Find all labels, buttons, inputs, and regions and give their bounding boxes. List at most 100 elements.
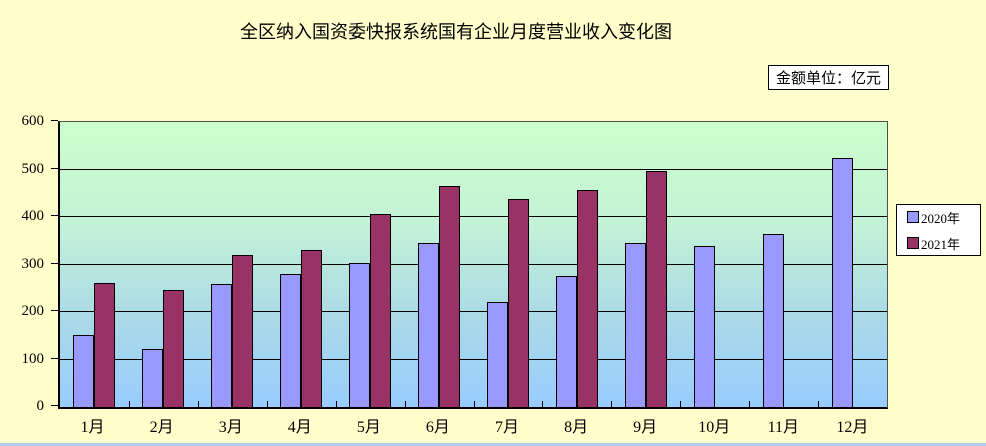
category-group-8月 bbox=[542, 122, 611, 407]
bar-2020年-9月 bbox=[624, 242, 646, 407]
y-tick-label-400: 400 bbox=[21, 208, 45, 225]
bar-pair-2月 bbox=[142, 122, 185, 407]
bar-pair-10月 bbox=[693, 122, 736, 407]
plot-area bbox=[58, 121, 888, 409]
x-axis-label-1月: 1月 bbox=[80, 419, 105, 436]
bar-2020年-10月 bbox=[693, 246, 715, 407]
y-tick-label-600: 600 bbox=[21, 113, 45, 129]
y-tick-label-200: 200 bbox=[21, 303, 45, 320]
bar-pair-11月 bbox=[762, 122, 805, 407]
x-axis-label-3月: 3月 bbox=[218, 419, 243, 436]
bar-pair-4月 bbox=[280, 122, 323, 407]
x-axis-label-10月: 10月 bbox=[698, 419, 731, 436]
x-axis-label-9月: 9月 bbox=[633, 419, 658, 436]
x-tick-mark-9 bbox=[680, 401, 682, 407]
x-tick-mark-4 bbox=[335, 401, 337, 407]
bar-2020年-7月 bbox=[486, 301, 508, 407]
bar-2020年-2月 bbox=[142, 349, 164, 407]
category-group-2月 bbox=[129, 122, 198, 407]
y-tick-mark-300 bbox=[51, 262, 58, 264]
bar-pair-8月 bbox=[555, 122, 598, 407]
x-axis-label-2月: 2月 bbox=[149, 419, 174, 436]
bottom-strip bbox=[0, 443, 986, 446]
x-tick-mark-10 bbox=[749, 401, 751, 407]
x-tick-mark-3 bbox=[266, 401, 268, 407]
category-group-10月 bbox=[680, 122, 749, 407]
bar-2020年-8月 bbox=[555, 275, 577, 407]
bar-2021年-1月 bbox=[94, 282, 116, 407]
legend-label: 2021年 bbox=[921, 236, 961, 252]
bar-2021年-7月 bbox=[507, 199, 529, 407]
y-tick-label-0: 0 bbox=[36, 398, 45, 414]
bar-2021年-4月 bbox=[301, 250, 323, 407]
x-axis-labels: 1月 2月 3月 4月 5月 6月 7月 8月 9月 10月 11月 12月 bbox=[58, 413, 887, 437]
bar-2021年-5月 bbox=[370, 213, 392, 407]
bar-pair-9月 bbox=[624, 122, 667, 407]
x-axis-label-4月: 4月 bbox=[287, 419, 312, 436]
x-tick-mark-7 bbox=[542, 401, 544, 407]
unit-label: 金额单位：亿元 bbox=[776, 71, 882, 87]
x-tick-mark-5 bbox=[404, 401, 406, 407]
bar-pair-7月 bbox=[486, 122, 529, 407]
gridline-200 bbox=[60, 311, 887, 312]
y-tick-mark-600 bbox=[51, 120, 58, 121]
y-tick-mark-200 bbox=[51, 310, 58, 311]
bar-2021年-3月 bbox=[232, 255, 254, 407]
x-axis-label-5月: 5月 bbox=[356, 419, 381, 436]
bar-2020年-11月 bbox=[762, 234, 784, 407]
bar-2020年-4月 bbox=[280, 274, 302, 407]
x-tick-mark-1 bbox=[128, 401, 130, 407]
bar-groups bbox=[60, 122, 887, 407]
bar-2021年-6月 bbox=[439, 185, 461, 407]
x-tick-mark-8 bbox=[611, 401, 613, 407]
gridline-300 bbox=[60, 263, 887, 265]
y-axis-ticks bbox=[51, 120, 58, 406]
bar-2021年-8月 bbox=[576, 190, 598, 407]
x-tick-mark-2 bbox=[197, 401, 199, 407]
x-axis-label-12月: 12月 bbox=[836, 419, 869, 436]
category-group-6月 bbox=[405, 122, 474, 407]
y-tick-mark-500 bbox=[51, 167, 58, 169]
bar-pair-1月 bbox=[73, 122, 116, 407]
category-group-3月 bbox=[198, 122, 267, 407]
category-group-4月 bbox=[267, 122, 336, 407]
unit-label-box: 金额单位：亿元 bbox=[768, 65, 890, 90]
bar-2020年-12月 bbox=[831, 157, 853, 407]
bar-2020年-1月 bbox=[73, 334, 95, 407]
x-axis-label-8月: 8月 bbox=[564, 419, 589, 436]
category-group-7月 bbox=[474, 122, 543, 407]
bar-pair-3月 bbox=[211, 122, 254, 407]
x-axis-label-11月: 11月 bbox=[767, 419, 800, 436]
y-tick-label-300: 300 bbox=[21, 255, 45, 272]
x-axis-label-7月: 7月 bbox=[495, 419, 520, 436]
category-group-5月 bbox=[336, 122, 405, 407]
legend-item-2020年: 2020年 bbox=[907, 208, 980, 227]
bar-2020年-3月 bbox=[211, 283, 233, 407]
category-group-11月 bbox=[749, 122, 818, 407]
bar-pair-12月 bbox=[831, 122, 874, 407]
x-tick-mark-6 bbox=[473, 401, 475, 407]
bar-2020年-5月 bbox=[349, 262, 371, 407]
gridline-100 bbox=[60, 358, 887, 360]
y-tick-mark-100 bbox=[51, 357, 58, 359]
chart-title: 全区纳入国资委快报系统国有企业月度营业收入变化图 bbox=[240, 22, 672, 42]
bar-pair-5月 bbox=[349, 122, 392, 407]
x-axis-label-6月: 6月 bbox=[425, 419, 450, 436]
category-group-1月 bbox=[60, 122, 129, 407]
bar-2021年-9月 bbox=[645, 170, 667, 407]
gridline-500 bbox=[60, 168, 887, 170]
y-tick-mark-400 bbox=[51, 215, 58, 216]
category-group-9月 bbox=[611, 122, 680, 407]
y-tick-mark-0 bbox=[51, 405, 58, 406]
bar-2021年-2月 bbox=[163, 289, 185, 407]
legend: 2020年 2021年 bbox=[896, 204, 981, 256]
y-axis-labels: 0 100 200 300 400 500 600 bbox=[0, 113, 45, 414]
legend-swatch-icon bbox=[907, 211, 919, 223]
legend-item-2021年: 2021年 bbox=[907, 234, 980, 253]
x-tick-mark-11 bbox=[818, 401, 820, 407]
bar-pair-6月 bbox=[418, 122, 461, 407]
category-group-12月 bbox=[818, 122, 887, 407]
legend-label: 2020年 bbox=[921, 210, 961, 226]
gridline-400 bbox=[60, 216, 887, 217]
